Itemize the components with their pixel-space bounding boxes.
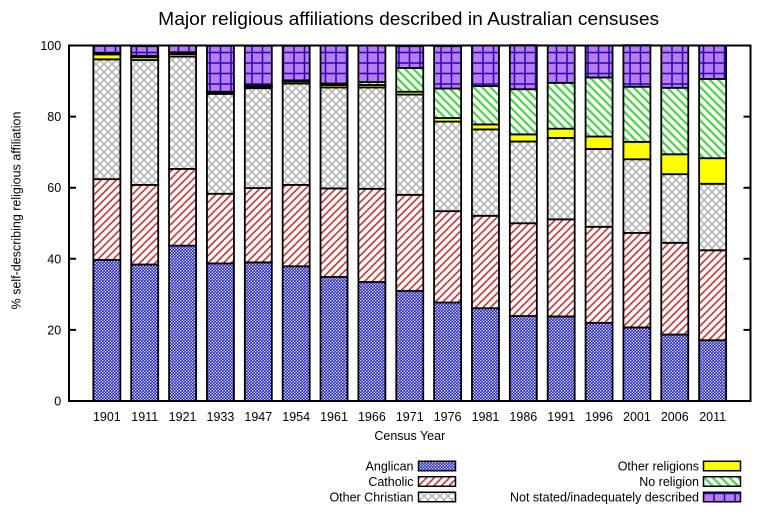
svg-text:2001: 2001 [623,410,651,424]
svg-text:1996: 1996 [585,410,613,424]
svg-text:1971: 1971 [396,410,424,424]
svg-text:Catholic: Catholic [368,475,413,489]
svg-text:1954: 1954 [282,410,310,424]
svg-text:1947: 1947 [244,410,272,424]
svg-text:Major religious affiliations d: Major religious affiliations described i… [158,8,659,29]
svg-text:2011: 2011 [699,410,726,424]
svg-text:1933: 1933 [207,410,235,424]
svg-text:1921: 1921 [169,410,197,424]
svg-text:Census Year: Census Year [374,429,445,443]
svg-text:40: 40 [47,252,61,266]
svg-text:Other Christian: Other Christian [329,491,413,505]
svg-text:1976: 1976 [434,410,462,424]
svg-text:1961: 1961 [320,410,348,424]
svg-text:0: 0 [54,395,61,409]
svg-text:1981: 1981 [472,410,500,424]
svg-text:1986: 1986 [509,410,537,424]
svg-text:100: 100 [40,39,61,53]
svg-text:1991: 1991 [547,410,575,424]
svg-text:60: 60 [47,181,61,195]
svg-text:No religion: No religion [639,475,699,489]
svg-text:Anglican: Anglican [366,460,414,474]
svg-text:1966: 1966 [358,410,386,424]
svg-text:1911: 1911 [131,410,158,424]
svg-text:2006: 2006 [661,410,689,424]
svg-text:20: 20 [47,323,61,337]
svg-text:% self-describing religious af: % self-describing religious affiliation [10,112,24,310]
svg-text:80: 80 [47,110,61,124]
svg-text:1901: 1901 [93,410,121,424]
svg-text:Not stated/inadequately descri: Not stated/inadequately described [510,491,699,505]
svg-text:Other religions: Other religions [618,460,699,474]
